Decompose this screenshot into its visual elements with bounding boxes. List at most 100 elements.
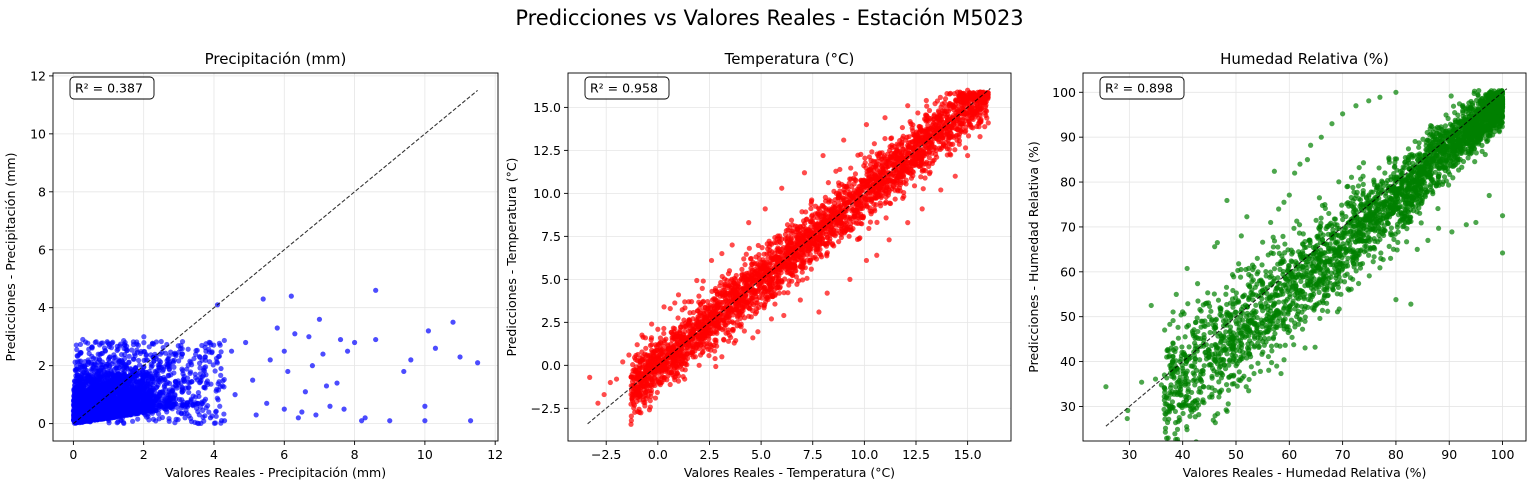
scatter-point (475, 360, 481, 366)
scatter-point (131, 410, 137, 416)
scatter-point (109, 378, 115, 385)
scatter-point (82, 359, 88, 365)
scatter-point (167, 403, 173, 409)
y-axis-label: Predicciones - Precipitación (mm) (3, 153, 18, 362)
scatter-point (91, 362, 97, 368)
scatter-point (292, 331, 298, 337)
scatter-point (193, 347, 199, 354)
scatter-point (168, 396, 174, 403)
scatter-point (144, 405, 150, 412)
scatter-point (74, 402, 80, 408)
identity-line (73, 89, 478, 425)
scatter-point (202, 354, 208, 360)
scatter-point (926, 171, 933, 177)
scatter-point (145, 375, 152, 381)
scatter-point (725, 327, 732, 333)
scatter-point (179, 346, 185, 352)
scatter-point (166, 418, 172, 424)
scatter-point (99, 359, 106, 365)
scatter-point (202, 396, 209, 402)
scatter-point (143, 392, 149, 399)
scatter-point (182, 415, 188, 421)
y-tick-label: 2 (38, 358, 46, 373)
scatter-point (186, 384, 192, 391)
scatter-point (181, 376, 187, 382)
scatter-point (86, 359, 92, 365)
scatter-point (98, 350, 104, 357)
scatter-point (111, 367, 117, 373)
scatter-point (90, 397, 97, 403)
scatter-point (218, 349, 224, 355)
scatter-point (139, 394, 145, 401)
scatter-point (657, 335, 664, 341)
scatter-point (122, 355, 128, 362)
scatter-point (341, 406, 347, 412)
scatter-point (152, 398, 158, 404)
scatter-point (141, 340, 147, 346)
scatter-point (281, 406, 287, 412)
scatter-point (121, 371, 127, 377)
scatter-point (218, 372, 224, 378)
scatter-point (125, 389, 131, 395)
scatter-point (85, 398, 91, 405)
scatter-point (164, 364, 171, 370)
scatter-point (628, 421, 634, 427)
scatter-point (788, 217, 795, 223)
scatter-point (74, 359, 81, 365)
scatter-point (285, 368, 291, 375)
scatter-point (159, 414, 166, 421)
scatter-point (250, 377, 256, 383)
scatter-point (212, 368, 218, 374)
scatter-point (168, 349, 174, 355)
y-tick-label: 12 (30, 68, 46, 83)
scatter-point (145, 388, 152, 394)
scatter-point (114, 403, 120, 409)
x-tick-label: 8 (351, 447, 359, 462)
scatter-point (742, 262, 748, 268)
scatter-point (130, 405, 136, 411)
scatter-point (180, 371, 186, 377)
scatter-point (288, 293, 294, 299)
scatter-point (302, 389, 308, 395)
scatter-point (213, 388, 219, 394)
scatter-point (206, 346, 212, 353)
scatter-point (825, 180, 831, 186)
scatter-point (102, 348, 109, 354)
scatter-point (138, 387, 144, 393)
scatter-point (104, 383, 111, 389)
scatter-point (828, 198, 834, 204)
scatter-point (132, 365, 139, 371)
scatter-point (211, 342, 217, 348)
scatter-point (934, 98, 941, 104)
scatter-point (952, 91, 958, 97)
scatter-point (117, 358, 123, 364)
scatter-point (915, 110, 921, 116)
scatter-point (197, 404, 204, 410)
scatter-point (855, 152, 861, 158)
y-tick-label: 8 (38, 184, 46, 199)
scatter-point (746, 313, 752, 319)
scatter-point (654, 389, 660, 396)
scatter-point (232, 392, 238, 398)
scatter-point (156, 393, 162, 399)
scatter-point (192, 371, 198, 377)
scatter-point (100, 387, 106, 393)
scatter-point (156, 411, 162, 417)
scatter-point (260, 296, 266, 302)
scatter-point (924, 103, 930, 109)
scatter-point (142, 369, 149, 375)
scatter-point (82, 363, 88, 369)
scatter-cloud (628, 89, 991, 427)
scatter-point (681, 317, 687, 323)
figure-title: Predicciones vs Valores Reales - Estació… (515, 6, 1023, 30)
scatter-point (126, 353, 132, 359)
scatter-point (159, 389, 165, 395)
scatter-point (196, 360, 203, 366)
scatter-point (129, 347, 135, 353)
scatter-point (149, 410, 155, 416)
plot-area (70, 89, 481, 427)
scatter-point (121, 345, 127, 352)
scatter-point (171, 370, 177, 376)
scatter-point (73, 375, 79, 381)
